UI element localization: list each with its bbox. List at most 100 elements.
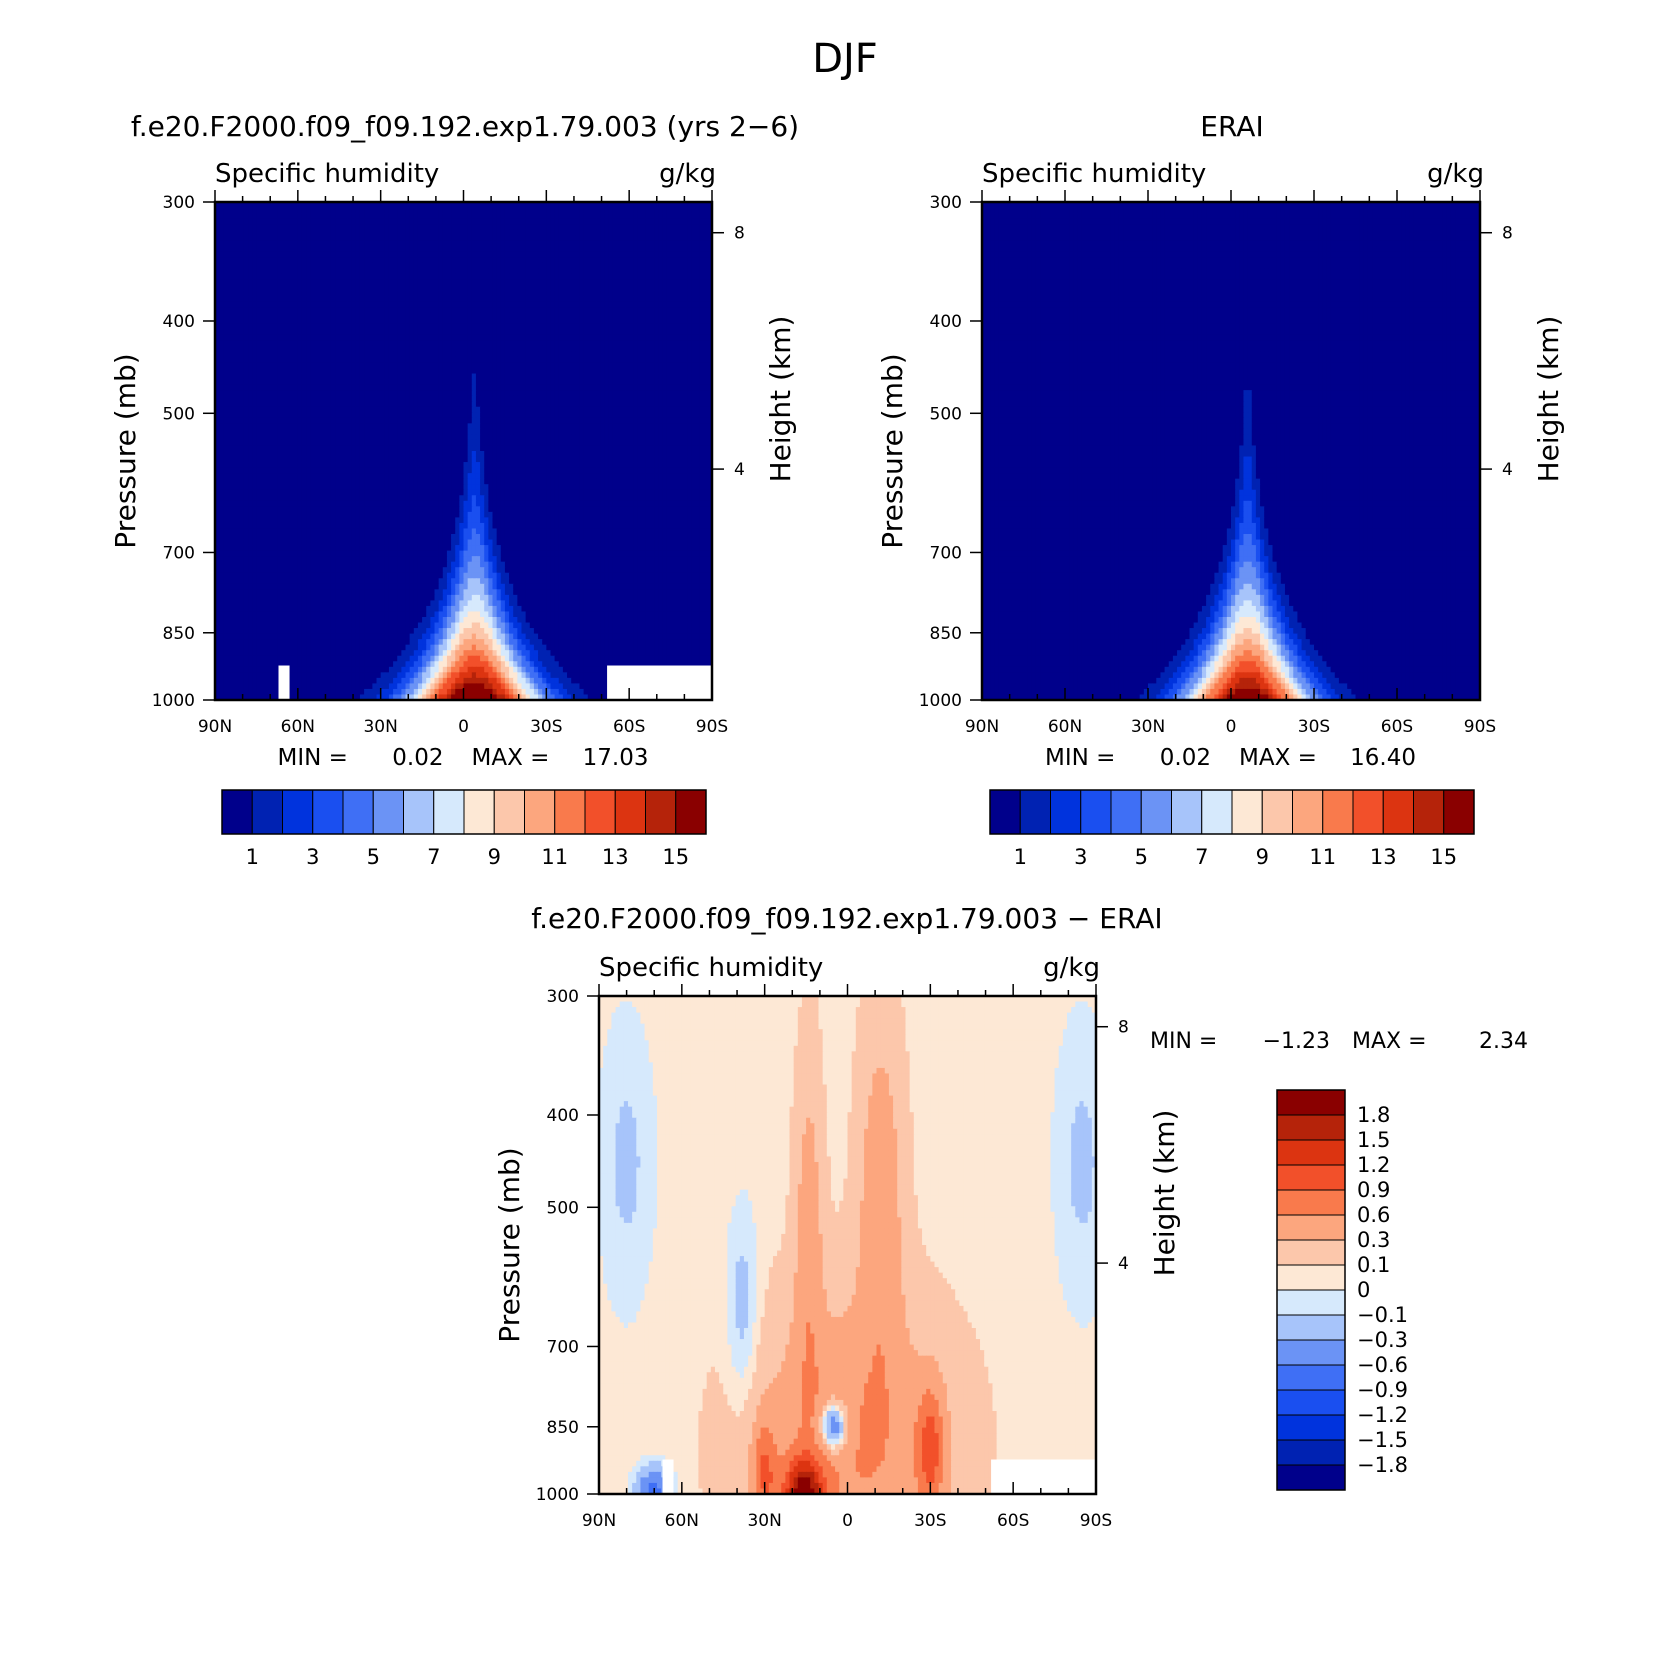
field-cell [426, 362, 431, 368]
field-cell [430, 219, 435, 225]
field-cell [633, 390, 638, 396]
field-cell [480, 268, 485, 274]
field-cell [451, 374, 456, 380]
field-cell [335, 241, 340, 247]
field-cell [492, 324, 497, 330]
field-cell [406, 224, 411, 230]
field-cell [261, 307, 266, 313]
field-cell [617, 208, 622, 214]
field-cell [654, 407, 659, 413]
field-cell [671, 379, 676, 385]
field-cell [265, 230, 270, 236]
field-cell [314, 313, 319, 319]
field-cell [704, 423, 709, 429]
field-cell [393, 296, 398, 302]
field-cell [534, 407, 539, 413]
field-cell [646, 368, 651, 374]
field-cell [290, 329, 295, 335]
field-cell [476, 351, 481, 357]
field-cell [418, 396, 423, 402]
field-cell [418, 219, 423, 225]
field-cell [526, 396, 531, 402]
field-cell [563, 374, 568, 380]
field-cell [236, 285, 241, 291]
field-cell [654, 302, 659, 308]
field-cell [377, 279, 382, 285]
field-cell [621, 385, 626, 391]
field-cell [629, 274, 634, 280]
field-cell [381, 241, 386, 247]
field-cell [422, 390, 427, 396]
field-cell [683, 346, 688, 352]
field-cell [579, 263, 584, 269]
field-cell [600, 335, 605, 341]
field-cell [476, 279, 481, 285]
field-cell [592, 252, 597, 258]
field-cell [410, 252, 415, 258]
field-cell [319, 368, 324, 374]
field-cell [517, 230, 522, 236]
field-cell [459, 252, 464, 258]
field-cell [227, 246, 232, 252]
field-cell [393, 224, 398, 230]
field-cell [625, 274, 630, 280]
field-cell [223, 385, 228, 391]
field-cell [240, 340, 245, 346]
field-cell [567, 219, 572, 225]
field-cell [430, 329, 435, 335]
field-cell [472, 285, 477, 291]
field-cell [613, 340, 618, 346]
field-cell [555, 208, 560, 214]
field-cell [285, 279, 290, 285]
field-cell [443, 385, 448, 391]
field-cell [418, 385, 423, 391]
field-cell [352, 407, 357, 413]
field-cell [422, 219, 427, 225]
field-cell [700, 357, 705, 363]
field-cell [356, 385, 361, 391]
field-cell [695, 291, 700, 297]
field-cell [430, 429, 435, 435]
field-cell [310, 418, 315, 424]
field-cell [509, 368, 514, 374]
field-cell [588, 241, 593, 247]
field-cell [621, 268, 626, 274]
field-cell [542, 307, 547, 313]
field-cell [281, 379, 286, 385]
field-cell [650, 329, 655, 335]
field-cell [666, 263, 671, 269]
field-cell [530, 219, 535, 225]
field-cell [401, 285, 406, 291]
field-cell [319, 230, 324, 236]
field-cell [327, 390, 332, 396]
field-cell [252, 324, 257, 330]
field-cell [563, 379, 568, 385]
field-cell [501, 362, 506, 368]
field-cell [658, 329, 663, 335]
field-cell [281, 296, 286, 302]
field-cell [464, 324, 469, 330]
field-cell [608, 279, 613, 285]
field-cell [273, 329, 278, 335]
field-cell [563, 340, 568, 346]
field-cell [451, 257, 456, 263]
field-cell [650, 313, 655, 319]
field-cell [675, 379, 680, 385]
field-cell [480, 208, 485, 214]
field-cell [472, 268, 477, 274]
field-cell [327, 335, 332, 341]
field-cell [509, 285, 514, 291]
field-cell [352, 296, 357, 302]
field-cell [538, 401, 543, 407]
field-cell [393, 274, 398, 280]
field-cell [700, 396, 705, 402]
field-cell [472, 379, 477, 385]
field-cell [306, 263, 311, 269]
field-cell [397, 357, 402, 363]
field-cell [691, 412, 696, 418]
field-cell [658, 291, 663, 297]
field-cell [509, 307, 514, 313]
field-cell [625, 224, 630, 230]
field-cell [642, 340, 647, 346]
field-cell [642, 329, 647, 335]
